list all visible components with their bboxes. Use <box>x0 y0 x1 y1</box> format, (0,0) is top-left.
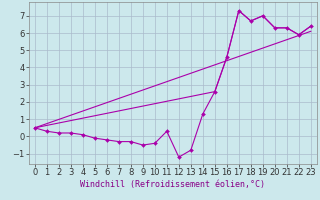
X-axis label: Windchill (Refroidissement éolien,°C): Windchill (Refroidissement éolien,°C) <box>80 180 265 189</box>
